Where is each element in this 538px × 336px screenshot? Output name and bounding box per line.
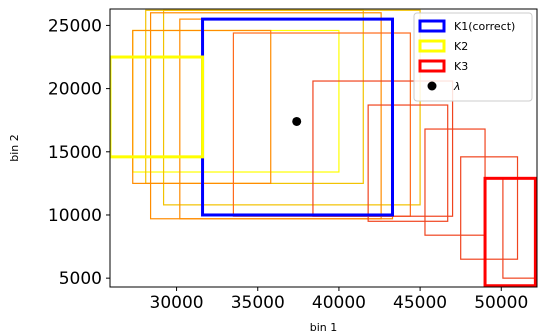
region-rect: [460, 156, 519, 260]
y-tick-label: 5000: [59, 269, 102, 289]
legend-label: K1(correct): [454, 20, 515, 33]
y-tick-label: 25000: [48, 16, 102, 36]
lambda-point: [292, 116, 302, 126]
y-axis-ticks: 5000 10000 15000 20000 25000: [48, 16, 110, 289]
region-rect: [232, 32, 411, 217]
legend-marker: [427, 81, 437, 91]
legend: K1(correct) K2 K3 λ: [413, 12, 533, 102]
point-layer: [292, 116, 302, 126]
region-rect: [502, 177, 537, 279]
legend-swatch: [418, 59, 446, 73]
region-rect: [367, 104, 449, 222]
region-rect: [149, 12, 382, 220]
axes-frame: [109, 8, 538, 288]
y-tick-label: 20000: [48, 80, 102, 100]
legend-label: K2: [454, 40, 468, 53]
legend-frame: [413, 12, 533, 102]
legend-swatch: [418, 19, 446, 33]
y-tick-label: 10000: [48, 206, 102, 226]
x-tick-label: 40000: [312, 293, 366, 313]
region-rect: [179, 18, 394, 220]
y-tick-label: 15000: [48, 143, 102, 163]
legend-label: λ: [453, 80, 461, 93]
x-axis-label: bin 1: [310, 321, 338, 334]
legend-swatch: [418, 39, 446, 53]
region-rect: [110, 55, 205, 159]
rectangles-layer: [110, 9, 537, 287]
x-tick-label: 50000: [474, 293, 528, 313]
x-tick-label: 30000: [150, 293, 204, 313]
legend-label: K3: [454, 60, 468, 73]
x-axis-ticks: 30000 35000 40000 45000 50000: [150, 287, 528, 313]
region-rect: [162, 9, 421, 206]
x-tick-label: 45000: [393, 293, 447, 313]
x-tick-label: 35000: [231, 293, 285, 313]
region-rect: [424, 128, 486, 236]
region-rect: [483, 176, 537, 287]
y-axis-label: bin 2: [8, 134, 21, 162]
